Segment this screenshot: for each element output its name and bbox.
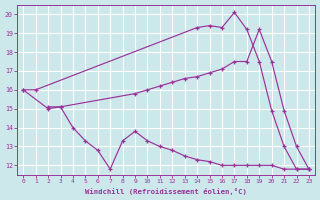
X-axis label: Windchill (Refroidissement éolien,°C): Windchill (Refroidissement éolien,°C) — [85, 188, 247, 195]
